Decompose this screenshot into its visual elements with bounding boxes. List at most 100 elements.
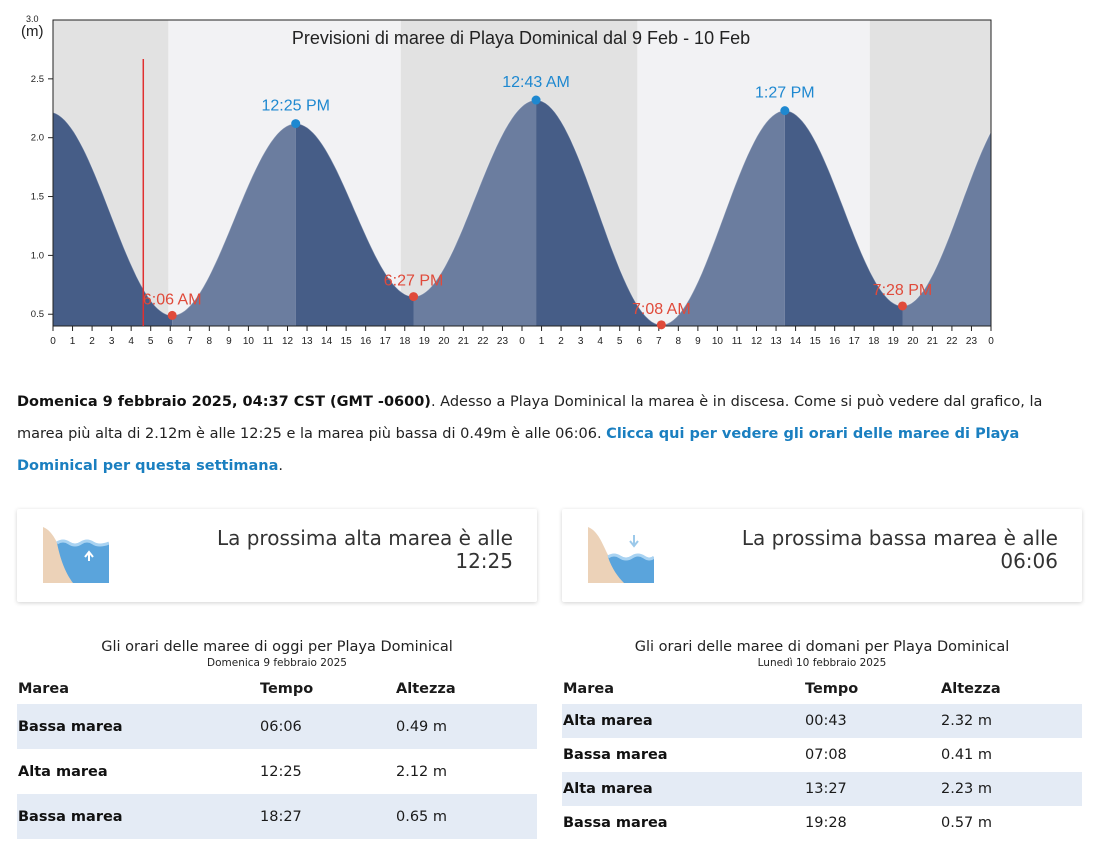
x-tick-label: 4	[128, 336, 134, 347]
tide-time: 13:27	[804, 772, 940, 806]
x-tick-label: 14	[321, 336, 333, 347]
table-row: Alta marea 13:27 2.23 m	[562, 772, 1082, 806]
tide-type: Alta marea	[562, 772, 804, 806]
table-row: Bassa marea 06:06 0.49 m	[17, 704, 537, 749]
week-tides-link[interactable]: Clicca qui per vedere gli orari delle ma…	[17, 426, 1020, 474]
x-tick-label: 0	[519, 336, 525, 347]
x-tick-label: 23	[497, 336, 509, 347]
x-tick-label: 7	[656, 336, 662, 347]
x-tick-label: 10	[243, 336, 255, 347]
table-row: Alta marea 12:25 2.12 m	[17, 749, 537, 794]
high-tide-marker	[780, 106, 790, 116]
high-tide-label: 1:27 PM	[755, 85, 815, 102]
table-row: Bassa marea 07:08 0.41 m	[562, 738, 1082, 772]
tide-height: 2.12 m	[396, 763, 448, 780]
x-tick-label: 5	[148, 336, 154, 347]
tide-chart: 0.5 1.0 1.5 2.0 2.5 0 1 2 3 4 5 6 7 8 9 10 11 12 13 14 15 16 1…	[0, 0, 1099, 360]
x-tick-label: 21	[927, 336, 939, 347]
x-tick-label: 8	[676, 336, 682, 347]
x-tick-label: 1	[70, 336, 76, 347]
x-tick-label: 12	[282, 336, 294, 347]
table-row: Bassa marea 18:27 0.65 m	[17, 794, 537, 839]
x-tick-label: 3	[109, 336, 115, 347]
col-header-altezza: Altezza	[941, 680, 1001, 697]
tide-height: 0.57 m	[941, 815, 993, 831]
next-low-tide-time: 06:06	[1000, 549, 1058, 573]
tide-time: 06:06	[259, 704, 395, 749]
low-tide-label: 7:08 AM	[632, 301, 691, 318]
x-tick-label: 0	[988, 336, 994, 347]
x-tick-label: 20	[438, 336, 450, 347]
today-tides-table: Gli orari delle maree di oggi per Playa …	[17, 638, 537, 839]
tide-time: 18:27	[259, 794, 395, 839]
tide-height: 2.23 m	[940, 772, 1082, 806]
low-tide-icon	[588, 527, 654, 583]
x-tick-label: 6	[167, 336, 173, 347]
low-tide-marker	[897, 301, 907, 311]
tide-height: 0.65 m	[395, 794, 537, 839]
low-tide-label: 7:28 PM	[873, 282, 933, 299]
tide-chart-svg: 0.51.01.52.02.50 1 2 3 4 5 6 7 8 9 10 11 12 13 14 15 16 1…	[21, 14, 994, 347]
x-tick-label: 16	[360, 336, 372, 347]
x-tick-label: 7	[187, 336, 193, 347]
tide-type: Bassa marea	[17, 704, 259, 749]
tide-height: 0.41 m	[941, 747, 993, 763]
col-header-tempo: Tempo	[260, 680, 314, 697]
tide-type: Alta marea	[18, 763, 108, 780]
tide-time: 00:43	[804, 704, 940, 738]
x-tick-label: 15	[810, 336, 822, 347]
next-low-tide-card: La prossima bassa marea è alle 06:06	[562, 509, 1082, 602]
rising-tide-area	[902, 131, 991, 326]
today-table-title: Gli orari delle maree di oggi per Playa …	[101, 639, 453, 655]
table-row: Bassa marea 19:28 0.57 m	[562, 806, 1082, 840]
summary-text: . Adesso a Playa Dominical la marea è in…	[17, 394, 1043, 442]
tide-type: Bassa marea	[563, 815, 668, 831]
tide-time: 07:08	[805, 747, 847, 763]
rising-tide-area	[413, 100, 537, 326]
x-tick-label: 8	[207, 336, 213, 347]
tide-type: Bassa marea	[17, 794, 259, 839]
x-tick-label: 23	[966, 336, 978, 347]
falling-tide-area	[295, 123, 414, 326]
x-tick-label: 4	[597, 336, 603, 347]
x-tick-label: 0	[50, 336, 56, 347]
x-tick-label: 17	[849, 336, 861, 347]
falling-tide-area	[536, 100, 662, 326]
col-header-marea: Marea	[563, 680, 614, 697]
x-tick-label: 17	[380, 336, 392, 347]
falling-tide-area	[784, 110, 903, 326]
tide-curve-line	[52, 99, 992, 326]
x-tick-label: 12	[751, 336, 763, 347]
x-tick-label: 3	[578, 336, 584, 347]
x-tick-label: 9	[226, 336, 232, 347]
next-low-tide-label: La prossima bassa marea è alle	[741, 526, 1058, 550]
x-tick-label: 18	[868, 336, 880, 347]
x-tick-label: 2	[558, 336, 564, 347]
tide-height: 0.49 m	[395, 704, 537, 749]
table-row: Alta marea 00:43 2.32 m	[562, 704, 1082, 738]
tide-summary: Domenica 9 febbraio 2025, 04:37 CST (GMT…	[17, 386, 1067, 482]
high-tide-marker	[531, 95, 541, 105]
x-tick-label: 22	[477, 336, 489, 347]
y-tick-label: 1.0	[31, 250, 44, 261]
x-tick-label: 14	[790, 336, 802, 347]
x-tick-label: 10	[712, 336, 724, 347]
y-tick-label: 1.5	[31, 192, 44, 203]
tide-height: 2.32 m	[940, 704, 1082, 738]
x-tick-label: 13	[770, 336, 782, 347]
tomorrow-table-date: Lunedì 10 febbraio 2025	[757, 657, 887, 669]
low-tide-marker	[409, 292, 419, 302]
tide-type: Alta marea	[562, 704, 804, 738]
low-tide-marker	[656, 320, 666, 330]
rising-tide-area	[172, 123, 296, 326]
y-tick-label: 2.5	[31, 74, 44, 85]
tomorrow-table-title: Gli orari delle maree di domani per Play…	[634, 639, 1010, 655]
next-high-tide-time: 12:25	[455, 549, 513, 573]
next-high-tide-card: La prossima alta marea è alle 12:25	[17, 509, 537, 602]
x-tick-label: 6	[636, 336, 642, 347]
col-header-tempo: Tempo	[805, 680, 859, 697]
high-tide-label: 12:25 PM	[261, 98, 329, 115]
tomorrow-tides-table: Gli orari delle maree di domani per Play…	[562, 638, 1082, 840]
x-tick-label: 16	[829, 336, 841, 347]
high-tide-icon	[43, 527, 109, 583]
